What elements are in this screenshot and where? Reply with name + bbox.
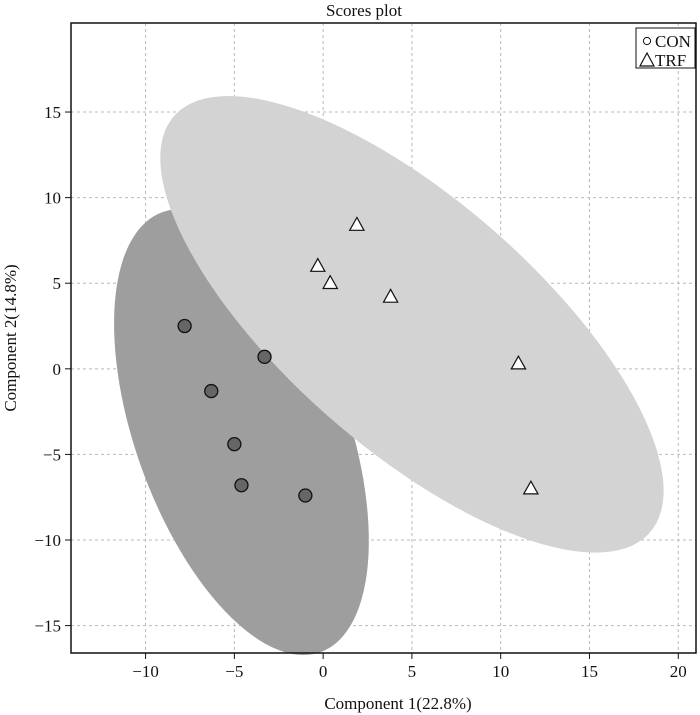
y-tick-label: 0 [53, 360, 62, 379]
x-tick-label: 5 [408, 662, 417, 681]
point-con [234, 478, 249, 493]
y-tick-label: 5 [53, 274, 62, 293]
y-tick-label: 15 [44, 103, 61, 122]
point-con [227, 436, 242, 452]
legend-box [635, 27, 696, 69]
point-trf [510, 354, 527, 370]
legend-marker-con [642, 36, 652, 46]
legend-label-con: CON [655, 32, 691, 51]
x-tick-label: 0 [319, 662, 328, 681]
x-tick-label: −5 [225, 662, 243, 681]
chart-title: Scores plot [326, 1, 402, 20]
x-tick-label: 15 [581, 662, 598, 681]
x-axis-label: Component 1(22.8%) [324, 694, 471, 713]
ellipse-trf [160, 96, 664, 553]
point-trf [348, 216, 366, 231]
legend-marker-trf [638, 51, 656, 67]
plot-frame [70, 22, 697, 654]
confidence-ellipses [114, 96, 664, 656]
legend-label-trf: TRF [655, 51, 686, 70]
y-tick-label: 10 [44, 189, 61, 208]
point-con [177, 318, 192, 334]
point-trf [522, 479, 540, 495]
x-tick-label: 20 [670, 662, 687, 681]
axis-ticks: −10 −5 0 5 10 15 20 15 10 5 0 −5 −10 −15 [34, 103, 686, 681]
x-tick-label: 10 [492, 662, 509, 681]
point-con [298, 488, 313, 503]
data-points [177, 216, 540, 503]
x-tick-label: −10 [132, 662, 159, 681]
y-tick-label: −5 [43, 445, 61, 464]
point-trf [382, 288, 399, 303]
y-axis-label: Component 2(14.8%) [1, 264, 20, 411]
y-tick-label: −10 [34, 531, 61, 550]
point-trf [322, 274, 339, 290]
point-trf [309, 257, 326, 272]
point-con [204, 383, 219, 399]
point-con [257, 349, 272, 364]
y-tick-label: −15 [34, 617, 61, 636]
